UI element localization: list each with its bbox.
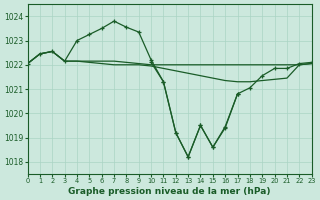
X-axis label: Graphe pression niveau de la mer (hPa): Graphe pression niveau de la mer (hPa) — [68, 187, 271, 196]
